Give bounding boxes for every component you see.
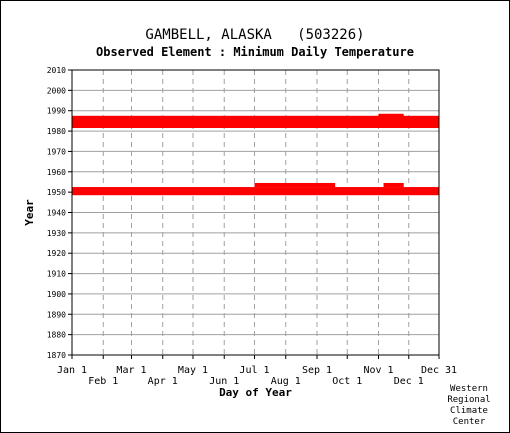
- x-tick-label-upper: May 1: [178, 365, 208, 376]
- y-tick-label: 1890: [47, 310, 66, 319]
- y-tick-label: 1970: [47, 147, 66, 156]
- data-range-mark: [72, 115, 439, 129]
- x-tick-label-lower: Feb 1: [88, 376, 118, 387]
- x-tick-label-lower: Aug 1: [271, 376, 301, 387]
- credit-line-1: Western: [450, 384, 488, 394]
- y-tick-label: 1990: [47, 107, 66, 116]
- data-range-mark: [72, 187, 439, 196]
- credit-line-4: Center: [452, 417, 486, 427]
- x-tick-label-upper: Mar 1: [116, 365, 146, 376]
- x-tick-label-upper: Dec 31: [421, 365, 457, 376]
- y-tick-label: 1880: [47, 331, 66, 340]
- credit-line-2: Regional: [447, 395, 491, 405]
- y-tick-label: 2000: [47, 86, 66, 95]
- x-tick-label-upper: Jul 1: [239, 365, 269, 376]
- data-range-mark: [383, 182, 404, 188]
- chart-subtitle: Observed Element : Minimum Daily Tempera…: [96, 45, 414, 59]
- x-tick-label-upper: Sep 1: [302, 365, 332, 376]
- x-axis-label: Day of Year: [219, 386, 292, 399]
- x-tick-label-lower: Jun 1: [209, 376, 239, 387]
- x-tick-label-lower: Apr 1: [148, 376, 178, 387]
- y-tick-label: 2010: [47, 66, 66, 75]
- x-tick-label-upper: Jan 1: [57, 365, 87, 376]
- y-tick-label: 1920: [47, 249, 66, 258]
- credit-block: Western Regional Climate Center: [439, 384, 499, 428]
- credit-line-3: Climate: [450, 406, 488, 416]
- y-tick-label: 1910: [47, 270, 66, 279]
- data-range-mark: [378, 113, 404, 120]
- plot-frame: [71, 69, 440, 356]
- y-tick-label: 1950: [47, 188, 66, 197]
- x-tick-label-lower: Dec 1: [394, 376, 424, 387]
- y-tick-label: 1930: [47, 229, 66, 238]
- y-tick-label: 1980: [47, 127, 66, 136]
- y-tick-label: 1900: [47, 290, 66, 299]
- data-range-mark: [254, 182, 336, 188]
- x-tick-label-lower: Oct 1: [332, 376, 362, 387]
- y-axis-label: Year: [23, 199, 36, 226]
- y-tick-label: 1940: [47, 209, 66, 218]
- y-tick-label: 1960: [47, 168, 66, 177]
- x-tick-label-upper: Nov 1: [363, 365, 393, 376]
- chart-title: GAMBELL, ALASKA (503226): [145, 27, 365, 43]
- y-tick-label: 1870: [47, 351, 66, 360]
